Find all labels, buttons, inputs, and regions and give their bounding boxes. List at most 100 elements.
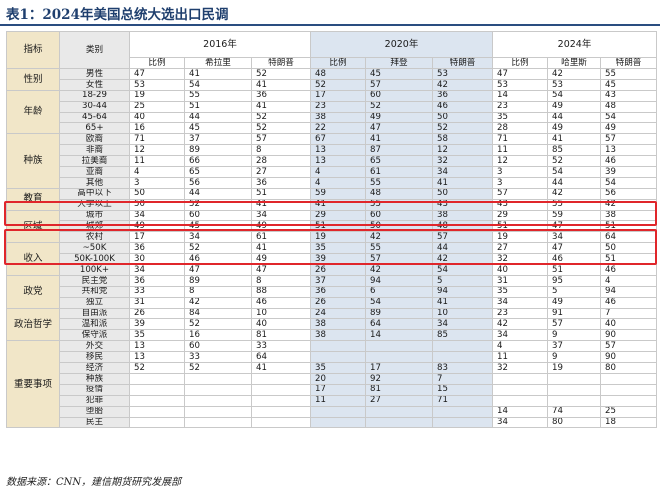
value-cell xyxy=(600,372,657,385)
value-cell: 14 xyxy=(492,405,548,418)
row-label: 民主党 xyxy=(59,274,130,287)
value-cell: 5 xyxy=(547,285,601,298)
value-cell: 31 xyxy=(492,274,548,287)
value-cell: 45 xyxy=(184,122,252,135)
value-cell: 89 xyxy=(184,274,252,287)
value-cell: 57 xyxy=(365,78,433,91)
value-cell: 50 xyxy=(432,111,493,124)
value-cell: 37 xyxy=(547,340,601,353)
header-year-2016: 2016年 xyxy=(129,31,311,58)
row-label: 独立 xyxy=(59,296,130,309)
value-cell: 59 xyxy=(310,187,366,200)
value-cell: 94 xyxy=(365,274,433,287)
value-cell: 40 xyxy=(251,318,311,331)
value-cell: 36 xyxy=(310,285,366,298)
value-cell: 23 xyxy=(310,100,366,113)
value-cell: 44 xyxy=(547,111,601,124)
value-cell: 7 xyxy=(600,307,657,320)
value-cell: 19 xyxy=(129,89,185,102)
value-cell xyxy=(432,340,493,353)
value-cell: 34 xyxy=(432,166,493,178)
value-cell: 11 xyxy=(310,394,366,407)
table-row: 教育 高中以下 50 44 51 59 48 50 57 42 56 xyxy=(6,187,657,211)
value-cell: 47 xyxy=(184,264,252,276)
row-label: 18-29 xyxy=(59,89,130,102)
value-cell: 71 xyxy=(432,394,493,407)
value-cell: 65 xyxy=(365,155,433,168)
table-row: 堕胎 14 74 25 xyxy=(7,405,657,418)
value-cell: 53 xyxy=(432,68,493,80)
value-cell: 8 xyxy=(251,274,311,287)
value-cell: 52 xyxy=(251,122,311,135)
value-cell xyxy=(600,383,657,396)
table-row: 50K-100K 30 46 49 39 57 42 32 46 51 xyxy=(7,253,657,266)
table-row: 经济 52 52 41 35 17 83 32 19 80 xyxy=(7,362,657,374)
value-cell: 11 xyxy=(129,155,185,168)
value-cell: 53 xyxy=(547,78,601,91)
value-cell: 6 xyxy=(365,285,433,298)
header-category: 类别 xyxy=(59,31,130,69)
table-row: 非裔 12 89 8 13 87 12 11 85 13 xyxy=(7,144,657,157)
value-cell xyxy=(251,383,311,396)
value-cell xyxy=(492,394,548,407)
value-cell: 24 xyxy=(310,307,366,320)
table-row: 农村 17 34 61 19 42 57 19 34 64 xyxy=(7,231,657,244)
value-cell: 9 xyxy=(547,351,601,364)
value-cell xyxy=(492,372,548,385)
value-cell: 13 xyxy=(310,155,366,168)
value-cell: 4 xyxy=(129,166,185,178)
row-label: 欧裔 xyxy=(59,133,130,146)
value-cell xyxy=(365,351,433,364)
value-cell: 51 xyxy=(547,264,601,276)
row-label: 30-44 xyxy=(59,100,130,113)
value-cell: 48 xyxy=(365,187,433,200)
table-row: 100K+ 34 47 47 26 42 54 40 51 46 xyxy=(7,264,657,276)
value-cell xyxy=(547,383,601,396)
value-cell: 57 xyxy=(600,133,657,146)
header-indicator: 指标 xyxy=(6,31,60,69)
value-cell: 34 xyxy=(129,264,185,276)
value-cell: 16 xyxy=(129,122,185,135)
value-cell: 41 xyxy=(251,78,311,91)
value-cell: 60 xyxy=(184,340,252,353)
value-cell: 8 xyxy=(184,285,252,298)
value-cell: 55 xyxy=(365,176,433,189)
value-cell: 41 xyxy=(432,296,493,309)
value-cell: 60 xyxy=(365,89,433,102)
value-cell xyxy=(251,394,311,407)
value-cell: 23 xyxy=(492,307,548,320)
row-label: 疫情 xyxy=(59,383,130,396)
value-cell: 37 xyxy=(184,133,252,146)
group-label: 性别 xyxy=(6,68,60,91)
value-cell: 80 xyxy=(600,362,657,374)
value-cell: 37 xyxy=(310,274,366,287)
value-cell: 57 xyxy=(492,187,548,200)
row-label: 100K+ xyxy=(59,264,130,276)
value-cell: 52 xyxy=(251,111,311,124)
row-label: 45-64 xyxy=(59,111,130,124)
header-2016-share: 比例 xyxy=(129,57,185,69)
highlight-box-region xyxy=(4,229,657,265)
row-label: 共和党 xyxy=(59,285,130,298)
value-cell: 34 xyxy=(492,296,548,309)
value-cell: 5 xyxy=(432,274,493,287)
table-row: 女性 53 54 41 52 57 42 53 53 45 xyxy=(7,78,657,91)
header-2024-harris: 哈里斯 xyxy=(547,57,601,69)
value-cell: 11 xyxy=(492,351,548,364)
value-cell: 58 xyxy=(432,133,493,146)
table-row: 独立 31 42 46 26 54 41 34 49 46 xyxy=(7,296,657,309)
value-cell: 41 xyxy=(251,362,311,374)
value-cell: 27 xyxy=(365,394,433,407)
header-row-years: 指标 类别 2016年 2020年 2024年 xyxy=(6,31,657,69)
value-cell: 57 xyxy=(600,340,657,353)
value-cell: 54 xyxy=(365,296,433,309)
value-cell: 12 xyxy=(129,144,185,157)
source-note: 数据来源：CNN，建信期货研究发展部 xyxy=(6,477,182,488)
value-cell: 64 xyxy=(365,318,433,331)
header-2020-trump: 特朗普 xyxy=(432,57,493,69)
group-label: 区域 xyxy=(6,209,60,244)
row-label: 经济 xyxy=(59,362,130,374)
value-cell: 46 xyxy=(432,100,493,113)
value-cell xyxy=(184,394,252,407)
row-label: 移民 xyxy=(59,351,130,364)
